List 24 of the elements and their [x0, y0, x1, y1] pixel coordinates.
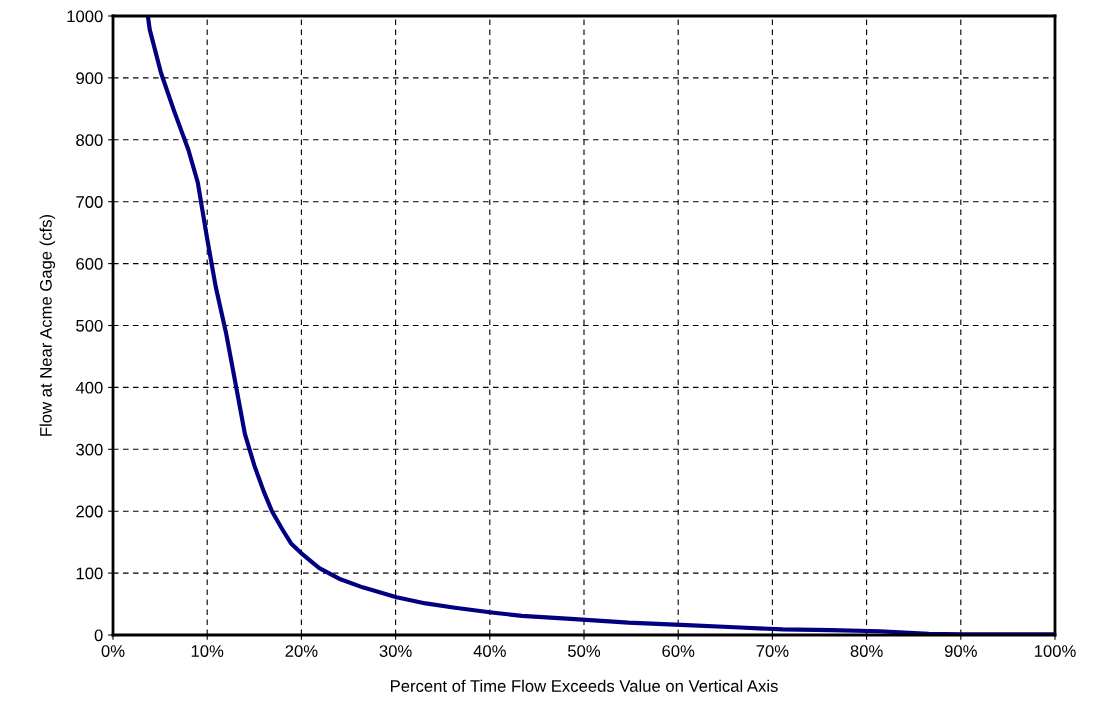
x-tick-label: 20%	[285, 645, 318, 657]
y-tick-label: 600	[76, 258, 103, 270]
y-tick-label: 500	[76, 319, 103, 332]
x-tick-label: 0%	[101, 645, 125, 657]
y-tick-label: 300	[76, 443, 103, 456]
x-tick-label: 40%	[473, 645, 506, 657]
y-tick-label: 700	[76, 196, 103, 208]
y-axis-title: Flow at Near Acme Gage (cfs)	[39, 214, 56, 436]
x-tick-label: 30%	[379, 645, 412, 657]
x-tick-label: 70%	[756, 645, 789, 657]
y-tick-label: 900	[76, 72, 103, 85]
y-tick-label: 1000	[67, 10, 103, 23]
y-tick-label: 800	[76, 134, 103, 146]
y-tick-label: 400	[75, 381, 103, 394]
y-tick-label: 200	[76, 505, 103, 518]
x-tick-label: 10%	[191, 645, 224, 657]
y-tick-label: 100	[76, 567, 103, 580]
y-tick-label: 0	[94, 629, 103, 642]
x-tick-label: 50%	[567, 645, 601, 657]
x-tick-label: 100%	[1034, 645, 1076, 657]
x-tick-label: 80%	[850, 645, 883, 657]
x-tick-label: 60%	[662, 645, 695, 657]
x-tick-label: 90%	[944, 645, 977, 657]
x-axis-title: Percent of Time Flow Exceeds Value on Vertical Axis	[390, 679, 778, 692]
